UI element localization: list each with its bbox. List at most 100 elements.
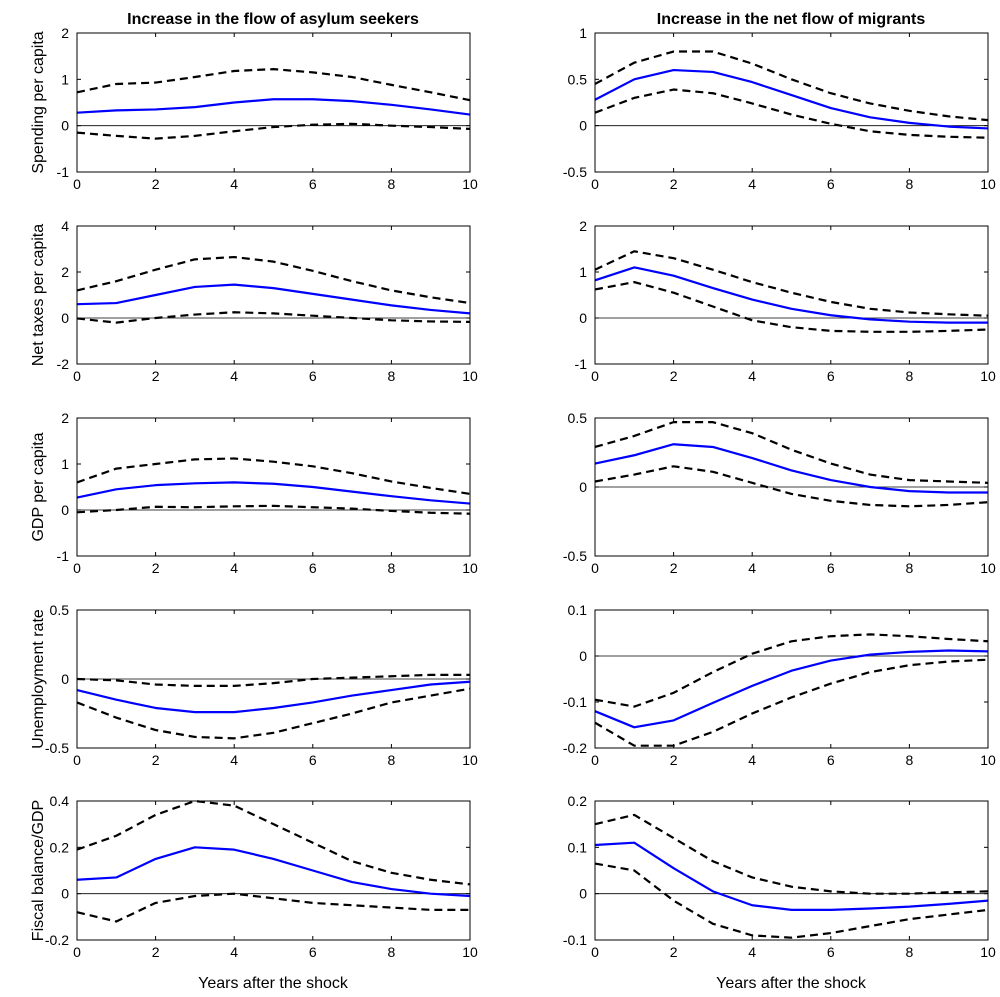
x-tick-label: 4 [230, 752, 238, 768]
y-tick-label: -0.5 [563, 548, 587, 564]
series-upper-band [76, 68, 471, 102]
x-tick-label: 0 [73, 368, 81, 384]
x-tick-label: 8 [388, 752, 396, 768]
x-tick-label: 4 [748, 944, 756, 960]
y-tick-label: 1 [61, 71, 69, 87]
x-tick-label: 2 [152, 560, 160, 576]
x-tick-label: 6 [827, 176, 835, 192]
panel-4-1: 0 2 4 6 8 10-0.100.10.2 [563, 793, 996, 960]
y-axis-label: Net taxes per capita [30, 224, 47, 366]
y-tick-label: -1 [575, 356, 588, 372]
x-tick-label: 10 [980, 752, 996, 768]
y-tick-label: 2 [61, 410, 69, 426]
panel-0-1: 0 2 4 6 8 10-0.500.51 [563, 25, 996, 192]
y-tick-label: 0.5 [568, 71, 588, 87]
y-axis-label: Spending per capita [30, 31, 47, 173]
panel-3-1: 0 2 4 6 8 10 -0.2 -0.1 0 0.1 [563, 602, 996, 768]
x-tick-label: 0 [591, 176, 599, 192]
series-upper-band [594, 633, 989, 708]
y-tick-label: 0.5 [50, 602, 70, 618]
y-tick-label: -0.1 [563, 932, 587, 948]
series-lower-band [76, 892, 470, 923]
y-tick-label: 2 [579, 218, 587, 234]
x-tick-label: 6 [309, 752, 317, 768]
y-tick-label: 0 [579, 479, 587, 495]
y-tick-label: 2 [61, 25, 69, 41]
series-lower-band [76, 122, 471, 140]
y-tick-label: 1 [579, 25, 587, 41]
x-tick-label: 2 [152, 368, 160, 384]
x-tick-label: 4 [230, 368, 238, 384]
y-tick-label: -0.5 [563, 164, 587, 180]
y-tick-label: 0 [61, 502, 69, 518]
y-tick-label: -0.5 [45, 740, 69, 756]
series-upper-band [76, 255, 471, 305]
series-lower-band [594, 88, 989, 139]
axes-box [76, 32, 471, 173]
y-tick-label: 0 [61, 671, 69, 687]
x-tick-label: 6 [309, 368, 317, 384]
y-tick-label: 0 [61, 310, 69, 326]
y-axis-label: Fiscal balance/GDP [30, 800, 47, 941]
series-point-estimate [76, 481, 471, 505]
series-lower-band [594, 658, 989, 747]
x-tick-label: 0 [591, 752, 599, 768]
y-axis-label: GDP per capita [30, 432, 47, 541]
y-tick-label: 0 [61, 118, 69, 134]
x-tick-label: 4 [230, 560, 238, 576]
series-lower-band [76, 687, 471, 740]
series-point-estimate [76, 283, 471, 315]
x-tick-label: 4 [230, 944, 238, 960]
series-upper-band [76, 799, 471, 886]
x-tick-label: 10 [462, 176, 478, 192]
series-upper-band [594, 250, 989, 317]
series-upper-band [594, 813, 989, 895]
x-tick-label: 4 [748, 752, 756, 768]
series-upper-band [76, 673, 470, 687]
column-title-asylum: Increase in the flow of asylum seekers [127, 11, 419, 28]
x-tick-label: 2 [670, 560, 678, 576]
x-tick-label: 2 [152, 176, 160, 192]
axes-box [76, 225, 471, 365]
series-lower-band [594, 862, 989, 939]
series-point-estimate [76, 846, 471, 898]
panel-2-1: 0 2 4 6 8 10-0.500.5 [563, 410, 996, 576]
x-tick-label: 6 [827, 560, 835, 576]
x-tick-label: 0 [591, 944, 599, 960]
x-tick-label: 10 [980, 944, 996, 960]
x-tick-label: 2 [670, 752, 678, 768]
x-tick-label: 8 [388, 944, 396, 960]
x-tick-label: 8 [388, 560, 396, 576]
axes-box [76, 800, 471, 941]
x-tick-label: 0 [591, 560, 599, 576]
x-tick-label: 8 [906, 176, 914, 192]
x-tick-label: 6 [827, 752, 835, 768]
y-tick-label: 0 [579, 886, 587, 902]
y-axis-label: Unemployment rate [30, 609, 47, 749]
x-axis-label-left: Years after the shock [198, 975, 349, 992]
series-point-estimate [594, 649, 989, 729]
x-tick-label: 8 [906, 752, 914, 768]
x-tick-label: 0 [73, 944, 81, 960]
axes-box [594, 609, 989, 749]
y-tick-label: 0.5 [568, 410, 588, 426]
series-upper-band [594, 50, 989, 122]
y-tick-label: 0 [579, 118, 587, 134]
y-tick-label: -0.2 [45, 932, 69, 948]
axes-box [594, 32, 989, 173]
x-tick-label: 10 [980, 368, 996, 384]
x-tick-label: 2 [152, 752, 160, 768]
y-tick-label: 0 [579, 310, 587, 326]
x-tick-label: 6 [309, 944, 317, 960]
y-tick-label: 0.4 [50, 793, 70, 809]
x-tick-label: 8 [906, 944, 914, 960]
x-tick-label: 0 [73, 176, 81, 192]
y-tick-label: -1 [57, 164, 70, 180]
